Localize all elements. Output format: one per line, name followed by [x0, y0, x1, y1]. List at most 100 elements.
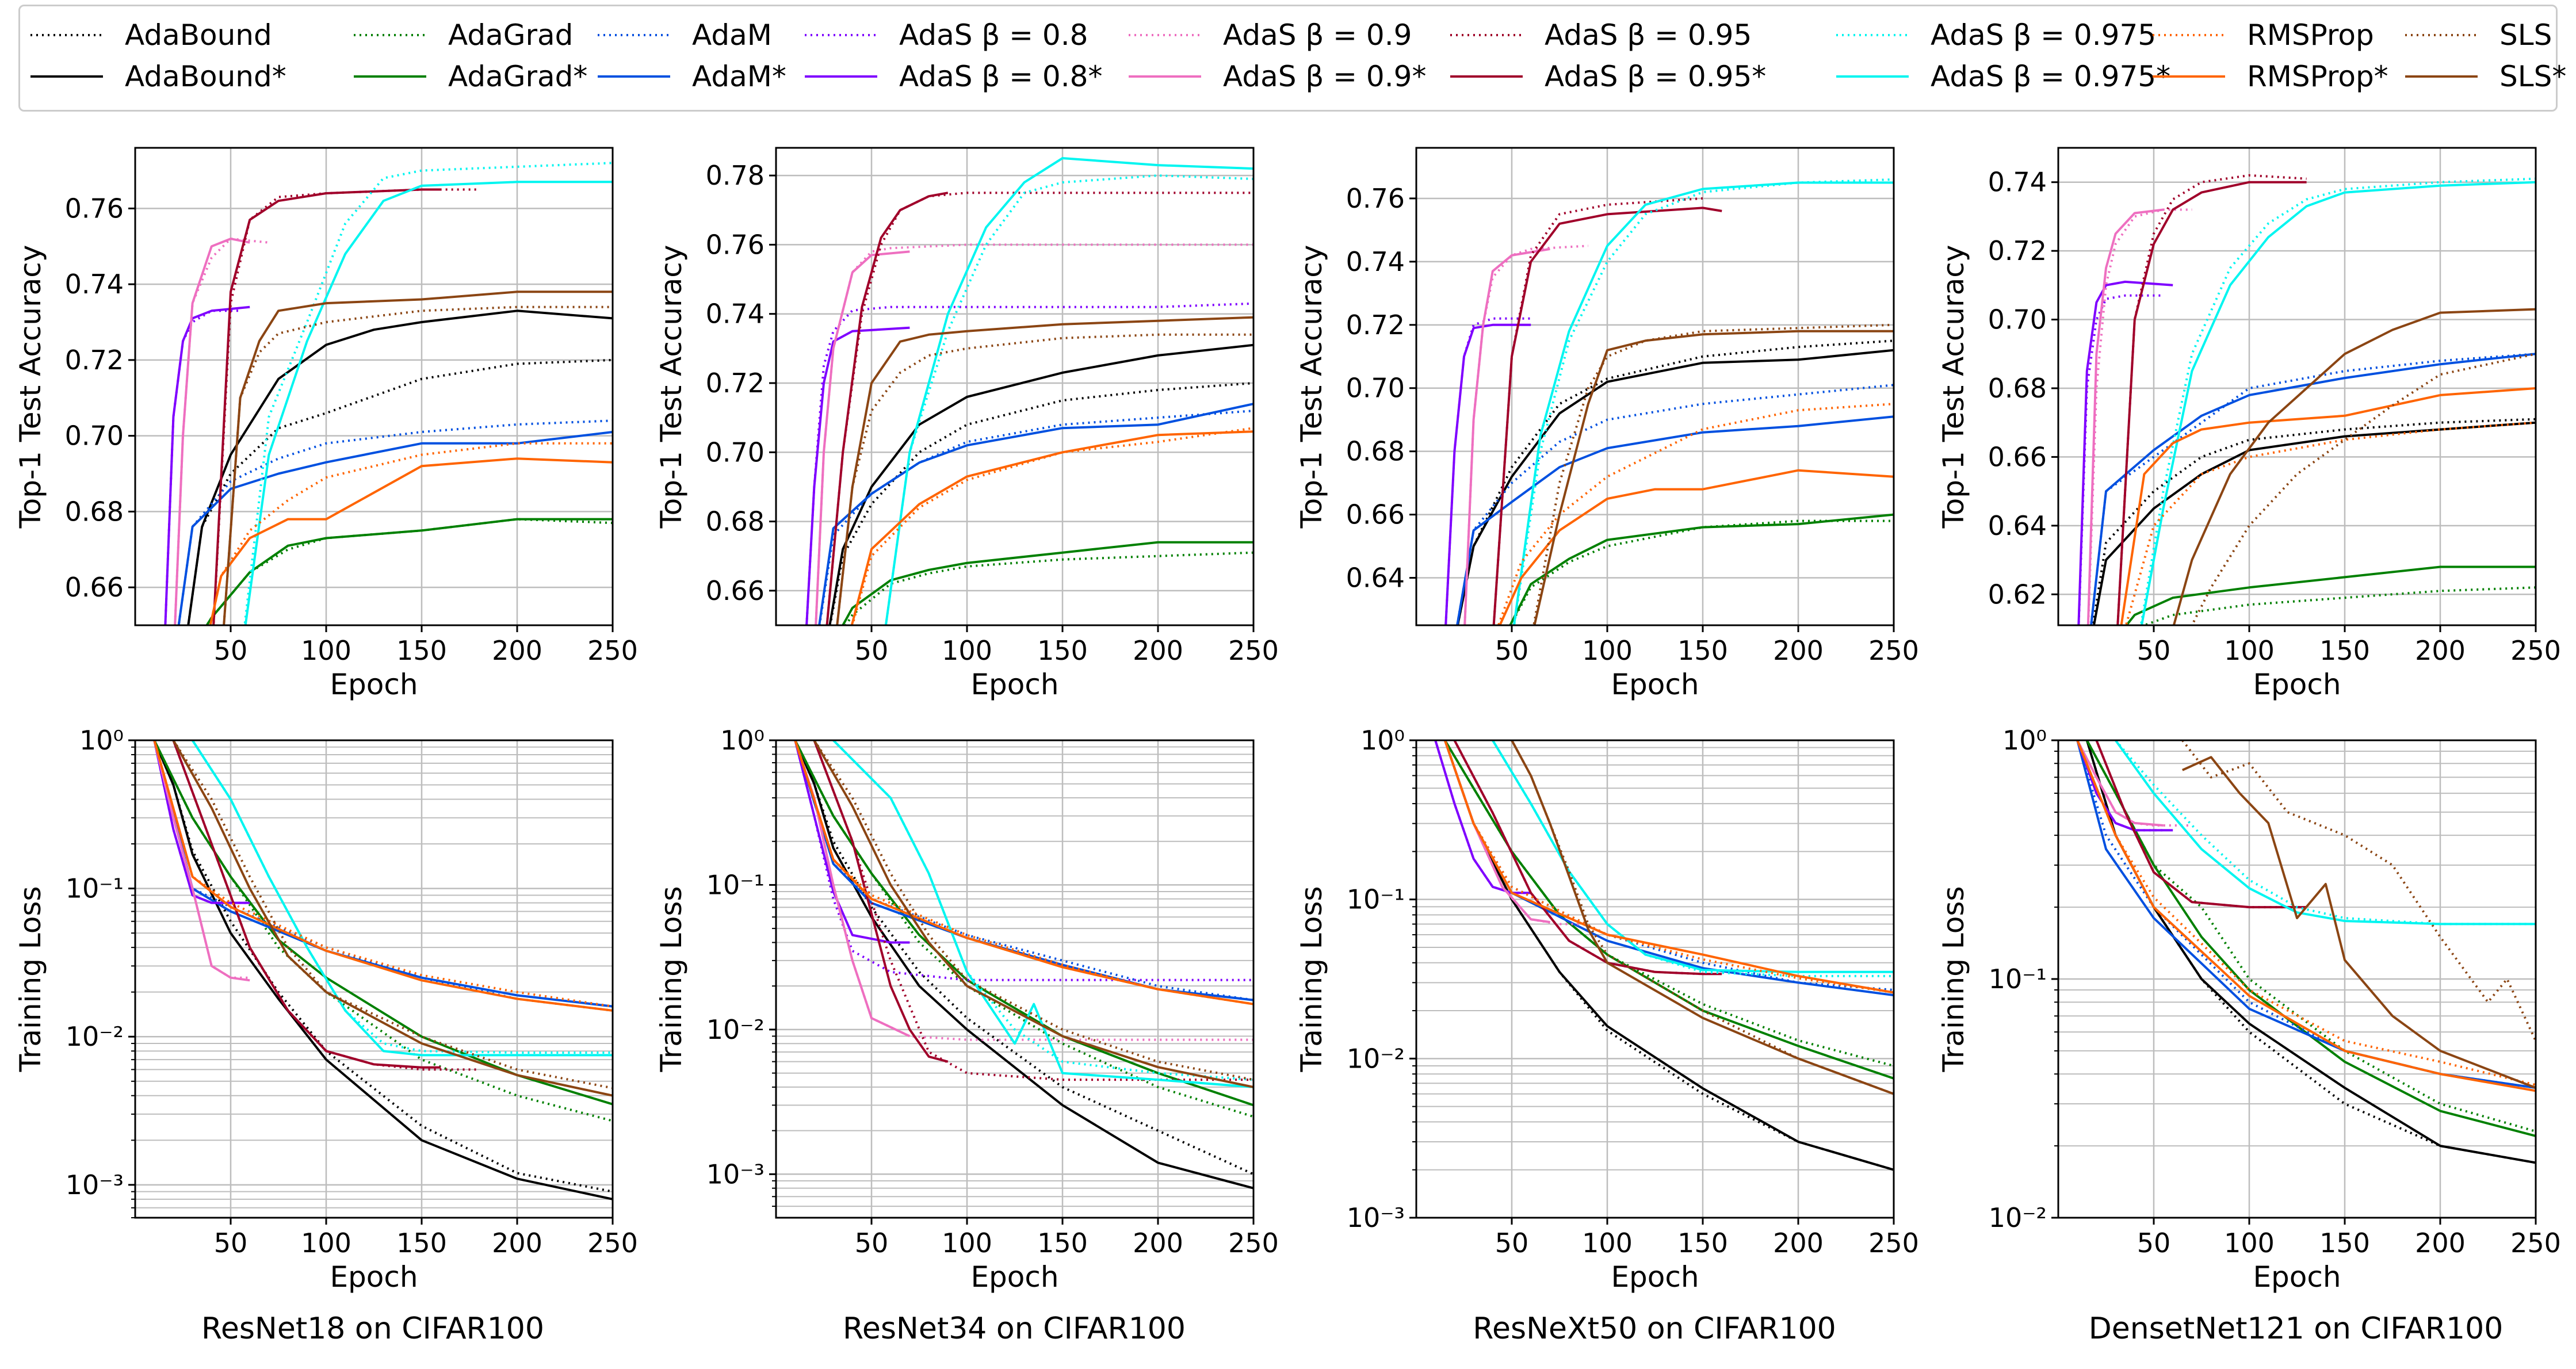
legend-swatch: [598, 34, 670, 36]
legend-swatch: [1129, 34, 1201, 36]
series-line: [1444, 740, 1894, 1080]
series-line: [813, 740, 1253, 1088]
y-tick-label: 0.66: [1988, 441, 2047, 472]
series-group: [153, 740, 613, 1200]
legend-swatch: [1450, 34, 1523, 36]
series-line: [851, 427, 1253, 625]
series-line: [794, 740, 1253, 1118]
y-tick-label: 0.78: [706, 160, 765, 191]
series-line: [2076, 740, 2536, 1089]
legend-label: AdaS β = 0.95*: [1545, 60, 1767, 93]
series-line: [1463, 244, 1588, 625]
x-tick-label: 150: [2319, 635, 2370, 666]
x-tick-label: 50: [214, 1227, 248, 1259]
legend-entry: RMSProp*: [2151, 59, 2388, 94]
series-line: [164, 305, 250, 625]
series-line: [1512, 181, 1894, 625]
series-line: [2076, 740, 2536, 1092]
series-line: [153, 740, 250, 904]
x-tick-label: 100: [301, 635, 351, 666]
y-tick-label: 10⁻¹: [1989, 963, 2047, 995]
x-tick-label: 250: [2510, 1227, 2561, 1259]
series-line: [2092, 421, 2536, 625]
subplot-1: 50 100 150 200 250 0.66 0.68 0.70 0.72 0.74 0.76 Ep…: [14, 147, 638, 701]
x-tick-label: 100: [1582, 1227, 1633, 1259]
legend-swatch: [1836, 75, 1909, 78]
series-line: [2095, 740, 2307, 909]
series-line: [1533, 330, 1894, 625]
series-line: [1492, 207, 1722, 625]
series-line: [1434, 740, 1531, 894]
series-line: [172, 740, 441, 1069]
legend-entry: AdaBound: [29, 18, 272, 52]
x-tick-label: 200: [492, 635, 542, 666]
x-axis-label: Epoch: [2253, 1260, 2341, 1294]
x-tick-label: 150: [1677, 635, 1728, 666]
gridlines: [776, 148, 1255, 625]
y-tick-label: 0.68: [706, 506, 765, 537]
x-tick-label: 200: [1133, 1227, 1183, 1259]
series-group: [1434, 740, 1894, 1171]
series-group: [2076, 740, 2536, 1164]
series-line: [209, 442, 613, 625]
y-tick-label: 0.64: [1988, 510, 2047, 541]
legend-label: SLS*: [2499, 60, 2567, 93]
series-line: [212, 188, 441, 625]
y-tick-label: 0.74: [65, 269, 124, 300]
y-tick-label: 10⁰: [1360, 725, 1405, 756]
legend-swatch: [598, 75, 670, 78]
x-tick-label: 250: [587, 635, 638, 666]
legend-entry: AdaS β = 0.975: [1835, 18, 2156, 52]
caption-resnext50: ResNeXt50 on CIFAR100: [1473, 1311, 1836, 1346]
x-tick-label: 150: [396, 635, 447, 666]
x-tick-label: 100: [2224, 635, 2275, 666]
x-tick-label: 250: [1228, 635, 1279, 666]
series-line: [2172, 308, 2536, 625]
x-tick-label: 250: [1228, 1227, 1279, 1259]
y-tick-label: 0.76: [65, 193, 124, 224]
y-tick-label: 0.66: [65, 572, 124, 603]
x-tick-label: 250: [2510, 635, 2561, 666]
series-line: [153, 740, 250, 904]
legend-entry: AdaM: [597, 18, 772, 52]
series-line: [2076, 740, 2164, 827]
x-tick-label: 150: [396, 1227, 447, 1259]
series-line: [805, 326, 910, 625]
legend-label: AdaS β = 0.9: [1223, 18, 1412, 52]
legend-label: AdaS β = 0.975: [1931, 18, 2157, 52]
series-line: [191, 740, 613, 1057]
subplot-7: 50 100 150 200 250 10⁻³ 10⁻² 10⁻¹ 10⁰ Epoch Traini…: [1295, 725, 1919, 1294]
x-tick-label: 100: [942, 1227, 992, 1259]
y-tick-label: 10⁻¹: [706, 869, 765, 900]
series-line: [794, 740, 1253, 1107]
series-line: [2077, 294, 2164, 625]
series-line: [153, 740, 613, 1008]
legend-swatch: [30, 34, 103, 36]
series-line: [2124, 421, 2536, 625]
y-tick-label: 0.68: [1988, 373, 2047, 404]
series-group: [164, 162, 613, 625]
series-line: [2139, 177, 2536, 625]
series-line: [177, 419, 613, 625]
series-line: [1463, 247, 1550, 625]
legend-label: AdaM*: [692, 60, 786, 93]
series-line: [1532, 323, 1894, 625]
series-line: [818, 403, 1253, 625]
series-line: [2076, 740, 2173, 832]
series-line: [153, 740, 613, 1122]
series-line: [2077, 280, 2173, 625]
legend-entry: AdaS β = 0.8: [804, 18, 1088, 52]
series-line: [844, 551, 1253, 625]
legend-swatch: [354, 75, 426, 78]
legend-label: RMSProp*: [2247, 60, 2388, 93]
y-axis-label: Top-1 Test Accuracy: [14, 245, 47, 529]
series-line: [825, 192, 949, 625]
x-tick-label: 50: [2137, 635, 2171, 666]
legend-entry: AdaS β = 0.975*: [1835, 59, 2170, 94]
series-line: [884, 174, 1253, 625]
series-line: [832, 740, 1253, 1088]
y-tick-label: 0.70: [1988, 304, 2047, 335]
y-tick-label: 0.72: [65, 345, 124, 376]
y-axis-label: Top-1 Test Accuracy: [655, 245, 688, 529]
y-tick-label: 10⁰: [2002, 725, 2047, 756]
